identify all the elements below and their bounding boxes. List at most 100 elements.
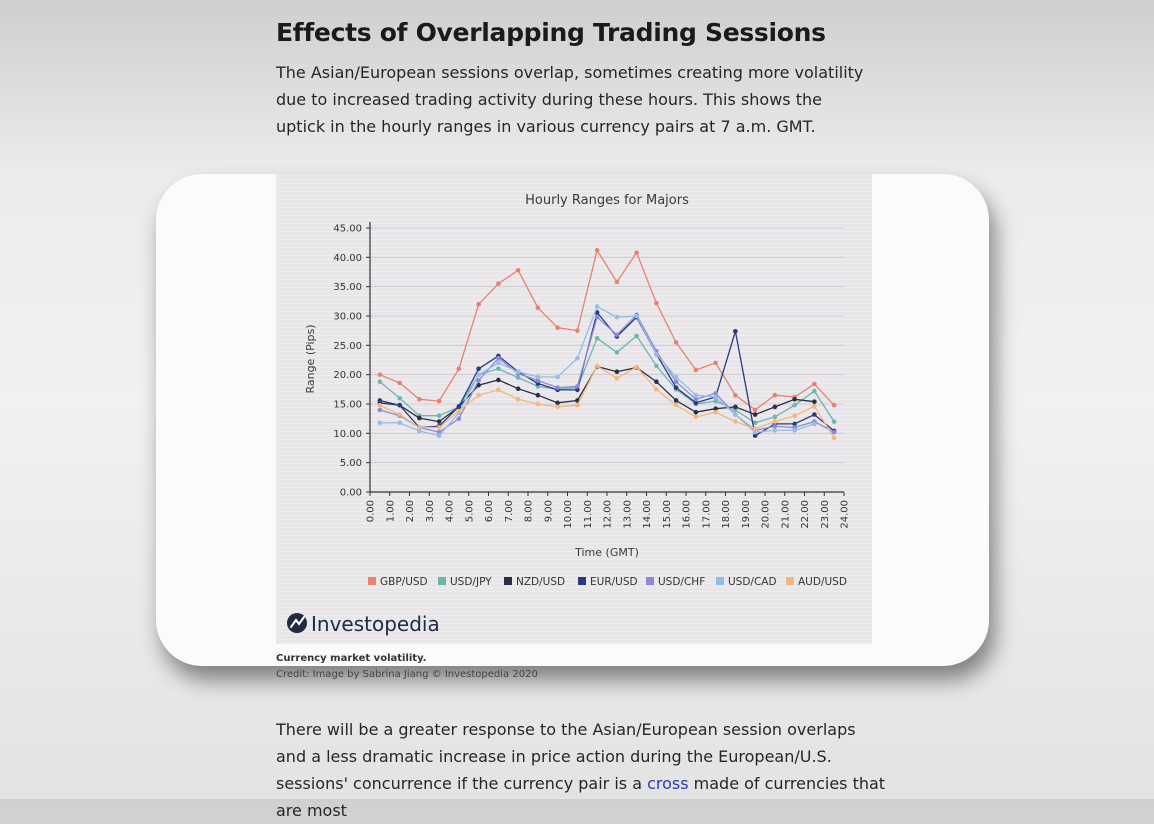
legend-swatch-usd-jpy	[438, 577, 446, 585]
data-point-gbp-usd	[436, 398, 442, 404]
data-point-usd-cad	[614, 314, 620, 320]
article-paragraph: There will be a greater response to the …	[276, 716, 886, 824]
legend-label-nzd-usd: NZD/USD	[516, 576, 565, 588]
legend-swatch-aud-usd	[786, 577, 794, 585]
investopedia-logo: Investopedia	[287, 612, 440, 636]
data-point-usd-chf	[456, 416, 462, 421]
data-point-usd-cad	[535, 374, 541, 380]
grid-lines	[370, 227, 844, 493]
data-point-aud-usd	[812, 404, 817, 409]
data-point-nzd-usd	[673, 398, 679, 403]
data-point-aud-usd	[535, 401, 541, 407]
chart-figure: Hourly Ranges for Majors 0.00 5.00 10.00 15…	[276, 174, 872, 644]
chart-axes: 0.00 5.00 10.00 15.00 20.00 25.00 30.00 35.00 40…	[333, 222, 851, 529]
data-point-usd-chf	[555, 385, 560, 390]
investopedia-logo-icon	[287, 613, 307, 633]
x-tick-label: 0.00	[366, 500, 377, 522]
x-tick-label: 23.00	[820, 500, 831, 529]
series-line-eur-usd	[379, 311, 835, 437]
data-point-usd-chf	[693, 397, 699, 402]
x-tick-label: 19.00	[741, 500, 752, 529]
data-point-usd-cad	[476, 372, 481, 377]
x-tick-label: 12.00	[603, 500, 614, 529]
y-tick-label: 30.00	[333, 312, 362, 323]
data-point-aud-usd	[673, 402, 679, 408]
x-tick-label: 11.00	[583, 500, 594, 529]
data-point-usd-jpy	[792, 402, 797, 408]
article-heading: Effects of Overlapping Trading Sessions	[276, 18, 826, 47]
data-point-usd-cad	[792, 428, 797, 433]
data-point-usd-chf	[614, 332, 620, 338]
data-point-aud-usd	[594, 363, 600, 369]
data-point-usd-jpy	[594, 335, 600, 341]
data-point-aud-usd	[614, 375, 620, 381]
data-point-usd-cad	[496, 360, 501, 366]
data-point-gbp-usd	[772, 392, 778, 398]
y-tick-label: 0.00	[340, 488, 362, 499]
data-point-usd-jpy	[654, 363, 659, 369]
y-tick-label: 10.00	[333, 429, 362, 440]
data-point-aud-usd	[496, 387, 501, 393]
y-tick-label: 20.00	[333, 370, 362, 381]
legend-label-usd-chf: USD/CHF	[658, 576, 705, 588]
x-tick-label: 18.00	[721, 500, 732, 529]
data-point-usd-chf	[673, 379, 679, 385]
data-point-usd-jpy	[752, 420, 758, 426]
data-point-usd-cad	[634, 313, 639, 319]
data-point-nzd-usd	[555, 400, 560, 406]
data-point-aud-usd	[456, 408, 462, 414]
y-tick-label: 5.00	[340, 458, 362, 469]
cross-link[interactable]: cross	[647, 774, 689, 793]
x-tick-label: 15.00	[662, 500, 673, 529]
data-point-gbp-usd	[693, 367, 699, 373]
data-point-usd-cad	[377, 420, 383, 426]
data-point-eur-usd	[476, 366, 481, 372]
data-point-usd-cad	[673, 374, 679, 380]
figure-credit: Credit: Image by Sabrina Jiang © Investo…	[276, 669, 538, 680]
x-tick-label: 3.00	[425, 500, 436, 522]
data-point-nzd-usd	[713, 406, 718, 411]
data-point-nzd-usd	[515, 386, 521, 392]
series-line-aud-usd	[379, 364, 835, 439]
data-point-usd-chf	[436, 429, 442, 435]
series-line-usd-jpy	[379, 334, 835, 424]
legend-label-gbp-usd: GBP/USD	[380, 576, 428, 588]
data-point-nzd-usd	[614, 369, 620, 375]
data-point-nzd-usd	[693, 409, 699, 415]
y-tick-label: 45.00	[333, 224, 362, 235]
data-point-usd-jpy	[831, 419, 837, 424]
data-point-eur-usd	[673, 385, 679, 390]
data-point-usd-jpy	[614, 350, 620, 355]
data-point-usd-jpy	[515, 375, 521, 380]
data-point-usd-cad	[397, 420, 402, 426]
data-point-usd-chf	[476, 378, 481, 383]
data-point-gbp-usd	[575, 328, 580, 333]
x-tick-label: 13.00	[622, 500, 633, 529]
data-point-aud-usd	[377, 402, 383, 408]
data-point-usd-chf	[713, 391, 718, 396]
data-point-gbp-usd	[397, 380, 402, 386]
data-point-usd-jpy	[496, 366, 501, 372]
data-point-aud-usd	[693, 414, 699, 420]
legend-label-usd-cad: USD/CAD	[728, 576, 777, 588]
x-tick-label: 20.00	[761, 500, 772, 529]
data-point-gbp-usd	[417, 397, 422, 402]
legend-swatch-eur-usd	[578, 577, 586, 585]
data-point-nzd-usd	[772, 404, 778, 410]
data-point-aud-usd	[733, 419, 738, 424]
data-point-usd-jpy	[634, 333, 639, 339]
data-point-gbp-usd	[654, 300, 659, 306]
data-point-gbp-usd	[456, 366, 462, 372]
data-point-gbp-usd	[733, 392, 738, 398]
data-point-eur-usd	[575, 387, 580, 393]
data-point-usd-chf	[535, 378, 541, 383]
data-point-usd-cad	[594, 304, 600, 309]
data-point-nzd-usd	[752, 412, 758, 417]
data-point-aud-usd	[436, 425, 442, 430]
x-tick-label: 6.00	[484, 500, 495, 522]
data-point-aud-usd	[772, 419, 778, 424]
y-tick-label: 15.00	[333, 400, 362, 411]
x-tick-label: 17.00	[701, 500, 712, 529]
x-tick-label: 24.00	[840, 500, 851, 529]
data-point-usd-cad	[436, 433, 442, 438]
